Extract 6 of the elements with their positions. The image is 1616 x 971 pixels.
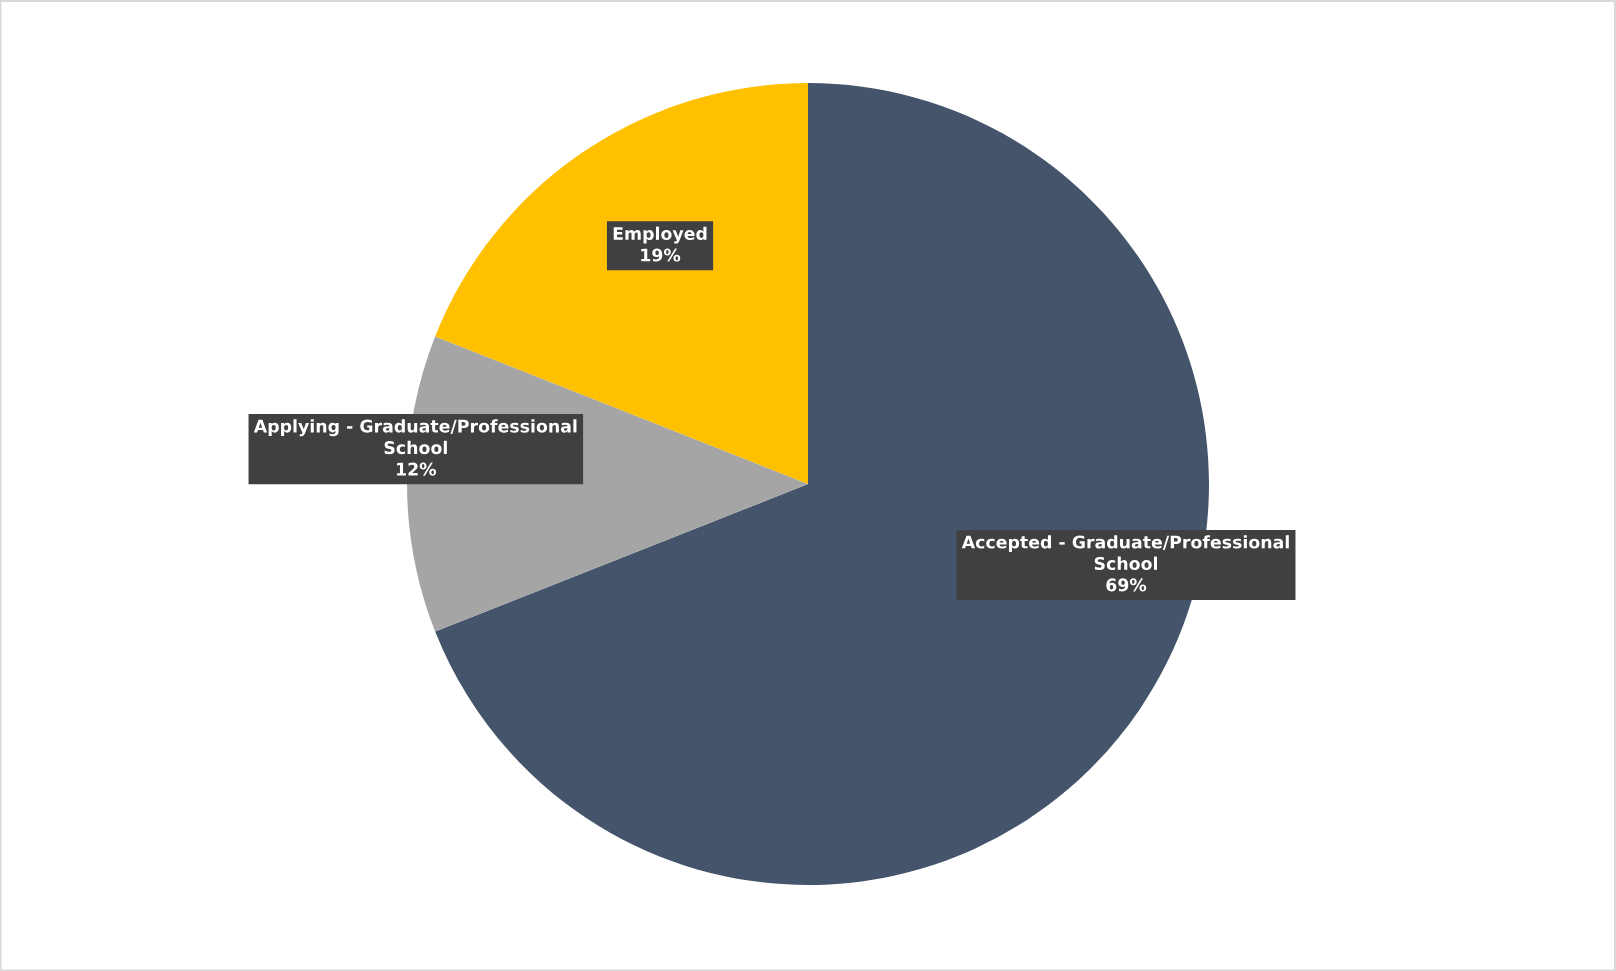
slice-label: Applying - Graduate/Professional School [253,419,577,455]
slice-label: Employed [613,226,707,244]
data-label: 69% [1106,578,1147,592]
data-label: 19% [641,248,681,262]
data-label: 12% [397,462,437,476]
slice-label: Accepted - Graduate/Professional School [961,535,1289,571]
